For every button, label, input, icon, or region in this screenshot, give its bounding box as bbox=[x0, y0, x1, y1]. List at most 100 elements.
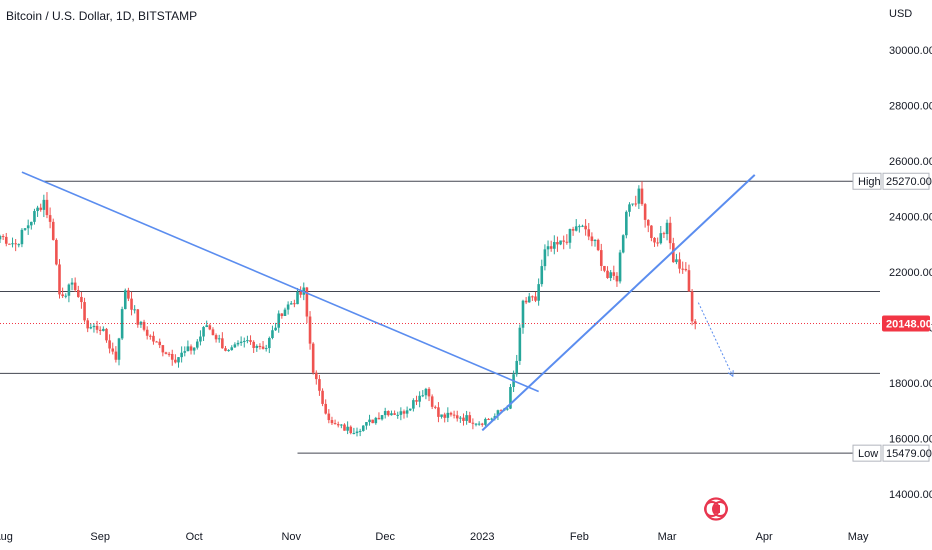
level-name-label: Low bbox=[858, 448, 878, 460]
candle-body bbox=[477, 423, 481, 425]
candle-body bbox=[80, 296, 83, 303]
x-tick-label: Aug bbox=[0, 531, 13, 543]
candle-body bbox=[189, 346, 193, 351]
candle-body bbox=[145, 329, 149, 336]
candle-body bbox=[67, 284, 71, 296]
candle-body bbox=[405, 410, 409, 414]
candle-body bbox=[318, 379, 321, 391]
candle-body bbox=[277, 313, 281, 328]
candle-body bbox=[242, 340, 246, 342]
candle-body bbox=[509, 387, 512, 409]
candle-body bbox=[587, 229, 591, 237]
candle-body bbox=[36, 207, 39, 212]
candle-body bbox=[621, 235, 625, 253]
candle-body bbox=[70, 282, 74, 285]
candle-body bbox=[421, 395, 425, 397]
candle-body bbox=[653, 237, 656, 243]
candle-body bbox=[64, 295, 68, 297]
candle-body bbox=[521, 300, 525, 328]
candle-body bbox=[574, 226, 578, 231]
candle-body bbox=[271, 330, 274, 339]
y-tick-label: 14000.00 bbox=[889, 489, 932, 501]
y-tick-label: 18000.00 bbox=[889, 378, 932, 390]
candle-body bbox=[167, 353, 171, 355]
candle-body bbox=[76, 290, 80, 297]
x-tick-label: Dec bbox=[375, 531, 395, 543]
candle-body bbox=[45, 199, 49, 216]
y-tick-label: 24000.00 bbox=[889, 212, 932, 224]
candle-body bbox=[418, 395, 421, 402]
candle-body bbox=[51, 221, 55, 240]
candle-body bbox=[390, 413, 393, 416]
x-tick-label: May bbox=[848, 531, 869, 543]
candle-body bbox=[640, 188, 644, 205]
candle-body bbox=[58, 264, 61, 295]
candle-body bbox=[415, 400, 418, 402]
candle-body bbox=[299, 291, 302, 295]
candle-body bbox=[468, 415, 472, 423]
candle-body bbox=[609, 272, 612, 278]
candle-body bbox=[371, 419, 374, 424]
candle-body bbox=[343, 424, 346, 431]
candle-body bbox=[687, 270, 691, 292]
candle-body bbox=[149, 335, 152, 337]
candle-body bbox=[412, 400, 415, 409]
candle-body bbox=[183, 351, 187, 353]
candle-body bbox=[39, 207, 43, 210]
candle-body bbox=[26, 225, 30, 229]
candle-body bbox=[480, 423, 484, 425]
candle-body bbox=[252, 341, 255, 348]
level-name-label: High bbox=[858, 176, 881, 188]
candle-body bbox=[155, 341, 158, 343]
candle-body bbox=[236, 342, 240, 345]
candle-body bbox=[293, 303, 296, 305]
candle-body bbox=[387, 411, 390, 416]
candle-body bbox=[462, 417, 465, 421]
candle-body bbox=[14, 243, 17, 245]
x-tick-label: Apr bbox=[756, 531, 773, 543]
candle-body bbox=[631, 203, 634, 205]
candle-body bbox=[224, 348, 227, 351]
candle-body bbox=[361, 425, 365, 431]
candle-body bbox=[396, 414, 400, 416]
candle-body bbox=[496, 410, 500, 417]
level-name-tag bbox=[852, 172, 882, 190]
candle-body bbox=[17, 244, 21, 246]
ascending-trendline bbox=[481, 174, 756, 432]
candle-body bbox=[202, 327, 205, 337]
candle-body bbox=[427, 388, 431, 397]
candle-body bbox=[693, 321, 697, 324]
last-price-tag bbox=[882, 315, 930, 332]
level-value-tag bbox=[882, 172, 930, 190]
candle-body bbox=[0, 236, 2, 240]
candle-body bbox=[195, 341, 199, 348]
candle-body bbox=[487, 418, 490, 420]
candle-body bbox=[590, 236, 594, 242]
candle-body bbox=[662, 233, 666, 235]
candle-body bbox=[565, 241, 569, 243]
candle-body bbox=[296, 291, 299, 305]
candle-body bbox=[440, 414, 443, 417]
candle-body bbox=[314, 372, 318, 380]
candle-body bbox=[280, 313, 284, 317]
candle-body bbox=[142, 321, 146, 330]
candle-body bbox=[681, 268, 685, 270]
candle-body bbox=[170, 353, 174, 360]
candle-body bbox=[105, 328, 108, 341]
candle-body bbox=[230, 347, 234, 351]
candle-body bbox=[612, 272, 616, 276]
candle-body bbox=[340, 424, 343, 426]
candle-body bbox=[380, 415, 384, 420]
candle-body bbox=[596, 239, 600, 251]
candle-body bbox=[308, 316, 312, 344]
candle-body bbox=[443, 414, 446, 418]
candle-body bbox=[393, 413, 396, 415]
candle-body bbox=[603, 265, 606, 271]
candle-body bbox=[531, 296, 534, 298]
candle-body bbox=[449, 412, 453, 415]
candle-body bbox=[264, 348, 268, 350]
candle-body bbox=[180, 352, 183, 358]
candle-body bbox=[490, 418, 493, 420]
x-tick-label: Sep bbox=[90, 531, 110, 543]
